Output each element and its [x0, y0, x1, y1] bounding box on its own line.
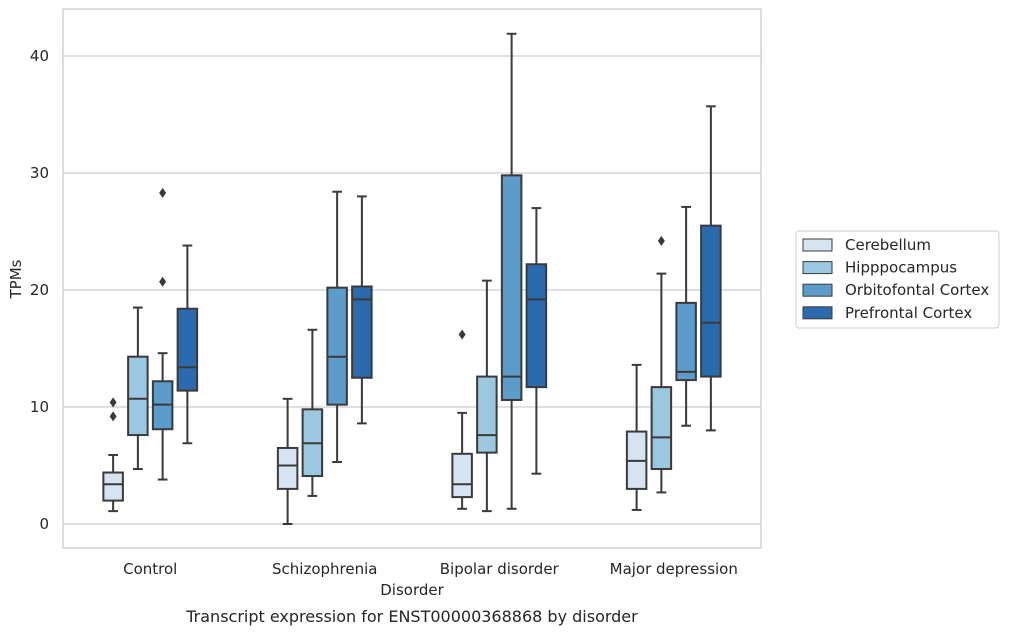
- box-iqr: [326, 286, 348, 406]
- legend-label-3: Prefrontal Cortex: [845, 304, 972, 322]
- x-tick-labels: Control Schizophrenia Bipolar disorder Majo…: [123, 560, 738, 578]
- box-iqr: [675, 301, 697, 382]
- outlier-point: [458, 329, 466, 340]
- y-tick-labels: 0 10 20 30 40: [30, 47, 49, 533]
- y-axis-label: TPMs: [7, 259, 25, 299]
- box-1-3: [351, 195, 373, 425]
- y-tick-label-10: 10: [30, 398, 49, 416]
- box-1-1: [301, 328, 324, 497]
- box-iqr: [176, 307, 199, 392]
- box-iqr: [276, 446, 299, 490]
- box-3-2: [675, 205, 697, 427]
- x-tick-label-0: Control: [123, 560, 177, 578]
- legend-swatch-2: [802, 283, 833, 297]
- outlier-point: [109, 411, 117, 422]
- legend-swatch-3: [802, 306, 833, 320]
- box-0-3: [176, 244, 199, 445]
- boxes: [102, 32, 722, 525]
- box-0-1: [127, 306, 149, 471]
- box-0-0: [102, 397, 124, 513]
- box-iqr: [351, 285, 373, 379]
- box-1-0: [276, 397, 299, 525]
- box-3-3: [700, 105, 722, 432]
- chart-caption: Transcript expression for ENST0000036886…: [185, 607, 638, 626]
- box-2-3: [525, 207, 548, 475]
- legend-swatch-1: [802, 261, 833, 275]
- legend-label-1: Hipppocampus: [845, 259, 957, 277]
- box-iqr: [525, 263, 548, 389]
- outlier-point: [159, 187, 167, 198]
- box-1-2: [326, 190, 348, 463]
- legend-label-2: Orbitofontal Cortex: [845, 281, 989, 299]
- y-tick-label-0: 0: [39, 515, 49, 533]
- legend-frame: [795, 230, 1000, 329]
- box-2-1: [476, 279, 498, 513]
- grid-lines: [63, 55, 761, 525]
- legend: Cerebellum Hipppocampus Orbitofontal Corte…: [795, 230, 1000, 329]
- plot-frame: [62, 8, 762, 549]
- box-3-0: [625, 363, 648, 511]
- x-axis-label: Disorder: [380, 581, 444, 599]
- legend-label-0: Cerebellum: [845, 236, 931, 254]
- box-iqr: [700, 224, 722, 378]
- legend-swatch-0: [802, 238, 833, 252]
- box-iqr: [102, 471, 124, 502]
- box-3-1: [650, 235, 673, 494]
- box-iqr: [476, 375, 498, 454]
- x-tick-label-2: Bipolar disorder: [440, 560, 560, 578]
- box-iqr: [500, 174, 523, 401]
- box-iqr: [650, 386, 673, 471]
- outlier-point: [657, 235, 665, 246]
- x-tick-label-1: Schizophrenia: [272, 560, 377, 578]
- x-tick-label-3: Major depression: [610, 560, 738, 578]
- outlier-point: [159, 276, 167, 287]
- box-2-0: [451, 329, 473, 510]
- box-0-2: [151, 187, 174, 481]
- y-tick-label-40: 40: [30, 47, 49, 65]
- outlier-point: [109, 397, 117, 408]
- box-iqr: [127, 355, 149, 437]
- y-tick-label-20: 20: [30, 281, 49, 299]
- box-2-2: [500, 32, 523, 510]
- y-tick-label-30: 30: [30, 164, 49, 182]
- box-iqr: [451, 452, 473, 499]
